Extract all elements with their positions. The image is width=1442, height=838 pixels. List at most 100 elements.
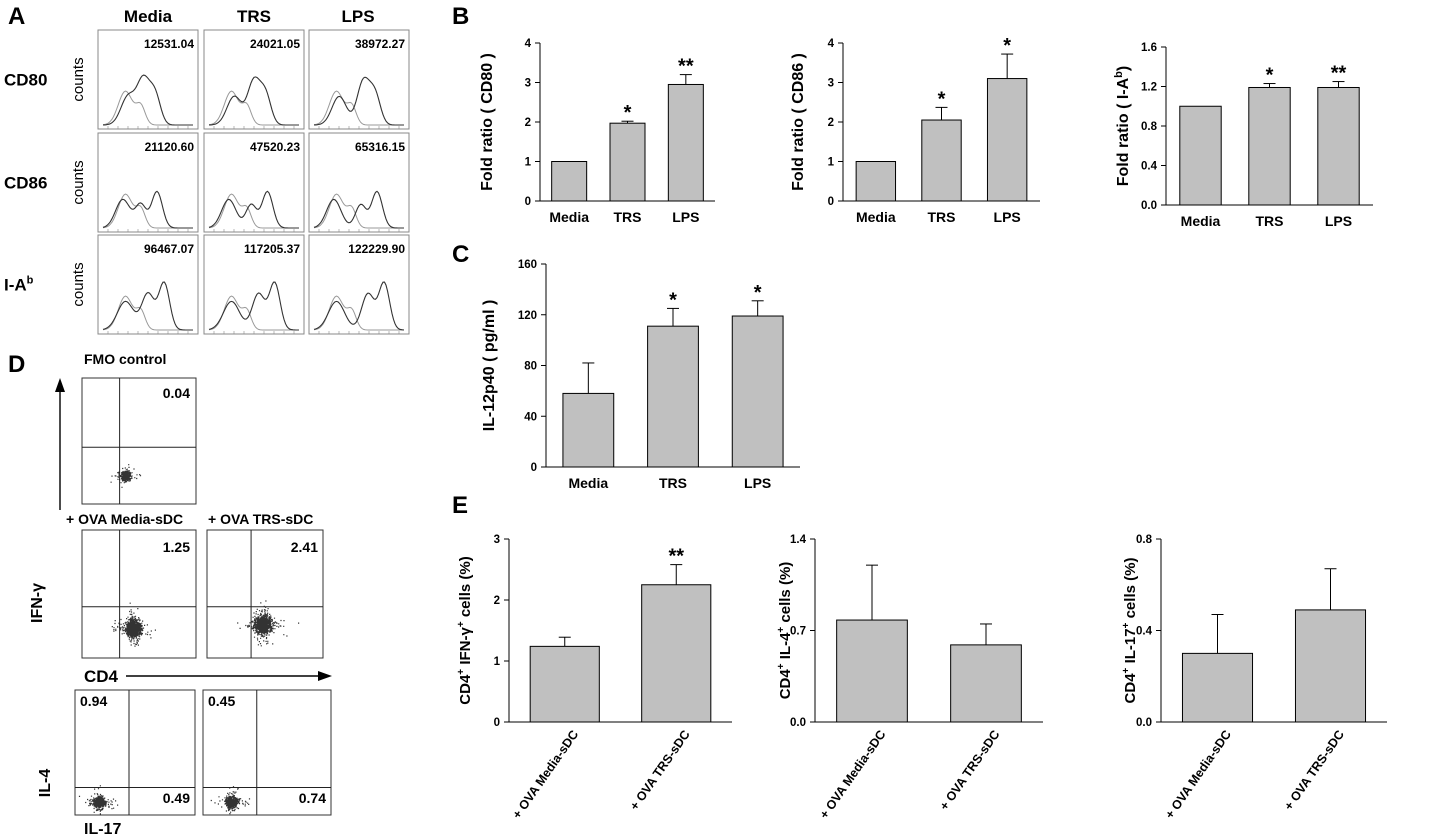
x-tick-label: TRS [614, 209, 642, 225]
y-tick-label: 1 [494, 656, 501, 668]
y-tick-label: 1.2 [1141, 82, 1157, 94]
sample-histogram [314, 76, 404, 126]
ifn-value-media: 1.25 [163, 539, 190, 555]
y-label-part: IL-12p40 ( pg/ml ) [481, 300, 498, 432]
y-tick-label: 4 [828, 38, 835, 50]
y-tick-label: 0 [494, 717, 500, 729]
sample-histogram [208, 190, 299, 229]
marker-superscript: b [27, 275, 34, 287]
y-label-superscript: b [1113, 71, 1125, 78]
y-axis-label: IL-12p40 ( pg/ml ) [481, 300, 498, 432]
counts-ylabel: counts [70, 262, 87, 306]
bar [1294, 609, 1367, 723]
y-label-part: CD4 [777, 669, 794, 700]
y-tick-label: 0 [531, 462, 537, 474]
y-label-part: cells (%) [457, 556, 474, 621]
sample-histogram [313, 190, 404, 229]
cell-events [237, 600, 300, 647]
bar [1248, 86, 1291, 206]
panel-a-headers: Media TRS LPS [124, 7, 375, 26]
bar [551, 161, 588, 202]
sample-histogram [102, 190, 193, 229]
il-plot-media [74, 689, 196, 816]
bar [855, 161, 897, 202]
bar [529, 645, 600, 723]
histogram-frame [97, 29, 199, 130]
control-histogram [313, 193, 404, 229]
x-tick-label: + OVA Media-sDC [817, 728, 888, 822]
significance-marker: * [1003, 35, 1011, 57]
chart-b1: 0 1 2 3 4 Media * TRS ** LPS Fold ratio ( CD80 ) [479, 38, 715, 225]
y-label-part: cells (%) [1122, 558, 1139, 623]
x-tick-label: Media [1181, 213, 1221, 229]
panel-letter-a: A [8, 3, 25, 30]
marker-label-2: I-Ab [4, 275, 34, 295]
sample-histogram [209, 76, 299, 126]
y-tick-label: 2 [525, 117, 531, 129]
mfi-value: 12531.04 [144, 37, 194, 51]
y-axis-label: Fold ratio ( CD86 ) [790, 53, 807, 191]
y-axis-label: CD4+ IL-4+ cells (%) [776, 562, 794, 700]
bar [1181, 652, 1254, 723]
chart-b2: 0 1 2 3 4 Media * TRS * LPS Fold ratio ( CD86 ) [790, 35, 1040, 225]
il4-value-trs: 0.45 [208, 693, 235, 709]
panel-a-histograms: CD80 counts 12531.04 24021.05 38972.27 CD86 co… [4, 29, 410, 335]
bar [647, 325, 699, 468]
y-label-superscript: + [776, 627, 787, 633]
y-tick-label: 1 [525, 157, 532, 169]
bar [950, 644, 1022, 723]
bar [1317, 86, 1360, 206]
cell-events [111, 602, 156, 647]
y-axis-arrowhead [55, 378, 65, 392]
plot-frame [81, 377, 197, 505]
bar [667, 83, 704, 202]
fmo-control-plot [81, 377, 197, 505]
y-tick-label: 0.0 [790, 717, 806, 729]
il17-value-trs: 0.74 [299, 790, 326, 806]
bar [986, 78, 1028, 202]
counts-ylabel: counts [70, 160, 87, 204]
y-label-part: CD4 [457, 674, 474, 705]
control-histogram [313, 90, 404, 126]
y-tick-label: 0.4 [1136, 626, 1153, 638]
x-tick-label: Media [856, 209, 896, 225]
significance-marker: * [624, 102, 632, 124]
y-tick-label: 3 [828, 78, 834, 90]
x-tick-label: + OVA Media-sDC [1163, 728, 1234, 822]
y-tick-label: 4 [525, 38, 532, 50]
ifn-plot-trs [206, 529, 324, 659]
il17-xlabel: IL-17 [84, 821, 121, 838]
marker-label-0: CD80 [4, 71, 47, 90]
x-tick-label: Media [549, 209, 589, 225]
y-tick-label: 80 [524, 361, 537, 373]
y-tick-label: 0 [828, 196, 834, 208]
cell-events [110, 464, 142, 488]
significance-marker: ** [1331, 63, 1347, 85]
panel-letter-c: C [452, 241, 469, 268]
panel-letter-e: E [452, 492, 468, 519]
y-tick-label: 1.6 [1141, 42, 1157, 54]
y-label-part: IL-4 [777, 632, 794, 663]
x-tick-label: LPS [1325, 213, 1352, 229]
bar [731, 315, 784, 468]
ifn-ylabel: IFN-γ [29, 583, 46, 623]
mfi-value: 38972.27 [355, 37, 405, 51]
panel-letter-b: B [452, 3, 469, 30]
y-label-part: IL-17 [1122, 628, 1139, 667]
x-tick-label: + OVA TRS-sDC [937, 728, 1002, 813]
y-label-superscript: + [1121, 667, 1132, 673]
y-tick-label: 0.0 [1141, 200, 1157, 212]
y-label-part: ) [1115, 66, 1132, 71]
fmo-value: 0.04 [163, 385, 190, 401]
y-tick-label: 3 [525, 78, 531, 90]
mfi-value: 65316.15 [355, 140, 405, 154]
y-tick-label: 0.4 [1141, 161, 1158, 173]
x-tick-label: TRS [928, 209, 956, 225]
cell-events [78, 785, 119, 815]
col-header-trs: TRS [237, 7, 271, 26]
y-label-superscript: + [1121, 622, 1132, 628]
plot-frame [202, 689, 332, 816]
